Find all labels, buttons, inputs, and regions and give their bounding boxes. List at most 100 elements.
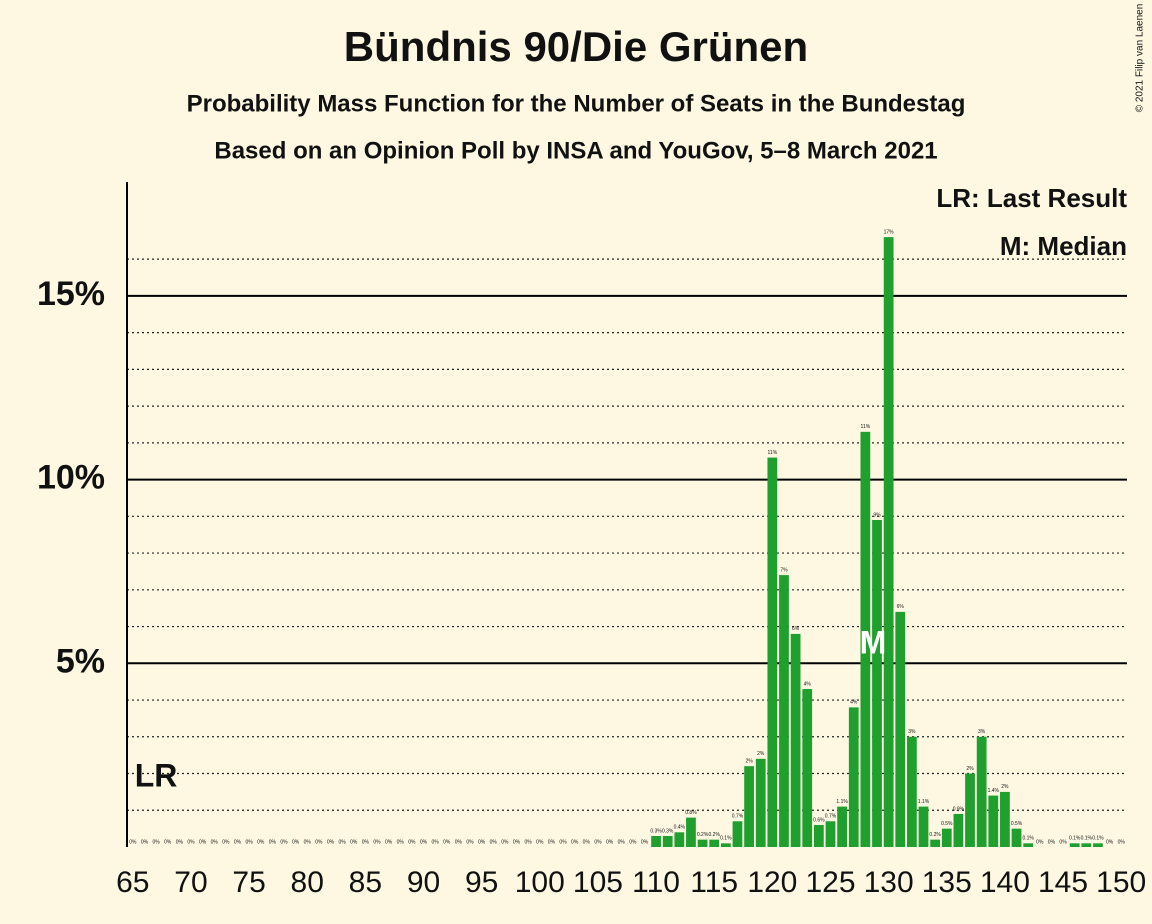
value-label: 0.1% <box>1022 836 1034 842</box>
bar <box>837 806 847 847</box>
value-label: 4% <box>804 681 812 687</box>
value-label: 0.9% <box>953 806 965 812</box>
value-label: 0% <box>292 839 300 845</box>
bar <box>779 575 789 847</box>
value-label: 0% <box>606 839 614 845</box>
value-label: 9% <box>873 512 881 518</box>
bar <box>674 832 685 847</box>
bar <box>720 843 731 847</box>
value-label: 0.3% <box>650 828 662 834</box>
value-label: 0.1% <box>1092 836 1104 842</box>
value-label: 2% <box>745 758 753 764</box>
value-label: 0% <box>245 839 253 845</box>
value-label: 0% <box>397 839 405 845</box>
value-label: 0% <box>548 839 556 845</box>
value-label: 1.1% <box>836 799 848 805</box>
value-label: 17% <box>884 229 895 235</box>
value-label: 0% <box>129 839 137 845</box>
value-label: 0% <box>1059 839 1067 845</box>
value-label: 0% <box>629 839 637 845</box>
bar <box>732 821 743 847</box>
legend-entry: M: Median <box>1000 231 1127 261</box>
x-tick-label: 130 <box>864 866 914 899</box>
bar <box>697 839 708 847</box>
value-label: 0% <box>594 839 602 845</box>
bar <box>825 821 836 847</box>
value-label: 0.7% <box>825 814 837 820</box>
bar <box>930 839 941 847</box>
value-label: 0% <box>269 839 277 845</box>
x-tick-label: 75 <box>232 866 265 899</box>
bar <box>918 806 929 847</box>
bar <box>813 824 824 847</box>
value-label: 0% <box>408 839 416 845</box>
x-tick-label: 105 <box>573 866 623 899</box>
value-label: 0% <box>385 839 393 845</box>
value-label: 0% <box>1036 839 1044 845</box>
value-label: 0.1% <box>1081 836 1093 842</box>
value-label: 0.8% <box>685 810 697 816</box>
last-result-label: LR <box>135 757 178 793</box>
value-label: 6% <box>792 626 800 632</box>
bar <box>686 817 696 847</box>
legend-entry: LR: Last Result <box>936 183 1127 213</box>
value-label: 0.1% <box>720 836 732 842</box>
value-label: 0% <box>455 839 463 845</box>
y-tick-label: 5% <box>56 642 105 680</box>
value-label: 0% <box>1118 839 1126 845</box>
bar <box>895 611 906 847</box>
value-label: 0% <box>164 839 172 845</box>
x-tick-label: 135 <box>922 866 972 899</box>
x-tick-label: 110 <box>632 866 680 899</box>
value-label: 0% <box>490 839 498 845</box>
value-label: 0% <box>234 839 242 845</box>
copyright: © 2021 Filip van Laenen <box>1135 4 1146 113</box>
bar <box>872 520 882 847</box>
value-label: 0.2% <box>709 832 721 838</box>
bar <box>988 795 999 847</box>
value-label: 0% <box>466 839 474 845</box>
bar <box>1069 843 1080 847</box>
value-label: 0% <box>211 839 219 845</box>
value-label: 0% <box>350 839 358 845</box>
chart-subtitle: Probability Mass Function for the Number… <box>187 90 966 117</box>
bar <box>662 835 673 847</box>
value-label: 0% <box>571 839 579 845</box>
bar <box>651 835 661 847</box>
bar <box>790 633 801 847</box>
value-label: 0% <box>1048 839 1056 845</box>
value-label: 7% <box>780 567 788 573</box>
bar <box>1081 843 1092 847</box>
x-tick-label: 90 <box>407 866 440 899</box>
bar <box>1011 828 1022 847</box>
bar <box>1000 791 1010 847</box>
value-label: 1.1% <box>918 799 930 805</box>
value-label: 0.6% <box>813 817 825 823</box>
value-label: 0% <box>327 839 335 845</box>
value-label: 11% <box>768 450 778 456</box>
value-label: 0% <box>513 839 521 845</box>
bar <box>755 758 766 847</box>
x-tick-label: 70 <box>174 866 207 899</box>
x-tick-label: 80 <box>291 866 324 899</box>
value-label: 0% <box>222 839 230 845</box>
bar <box>860 431 871 847</box>
value-label: 0% <box>257 839 265 845</box>
bar <box>883 237 894 848</box>
value-label: 0% <box>478 839 486 845</box>
value-label: 0% <box>1106 839 1114 845</box>
value-label: 0% <box>641 839 649 845</box>
value-label: 0% <box>338 839 346 845</box>
x-tick-label: 65 <box>116 866 149 899</box>
bar <box>953 813 964 847</box>
x-tick-label: 145 <box>1038 866 1088 899</box>
value-label: 0.1% <box>1069 836 1081 842</box>
value-label: 0% <box>362 839 370 845</box>
value-label: 3% <box>908 729 916 735</box>
value-label: 0% <box>141 839 149 845</box>
value-label: 0.5% <box>1011 821 1023 827</box>
value-label: 2% <box>1001 784 1009 790</box>
bar <box>941 828 952 847</box>
value-label: 0% <box>280 839 288 845</box>
value-label: 2% <box>757 751 765 757</box>
